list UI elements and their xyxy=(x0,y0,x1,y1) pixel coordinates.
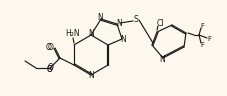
Text: N: N xyxy=(97,14,103,22)
Text: O: O xyxy=(46,43,52,51)
Text: F: F xyxy=(207,36,211,42)
Text: Cl: Cl xyxy=(156,19,164,27)
Text: O: O xyxy=(47,65,53,74)
Text: H₂N: H₂N xyxy=(66,29,80,38)
Text: N: N xyxy=(88,29,94,38)
Text: N: N xyxy=(116,19,122,29)
Text: N: N xyxy=(120,34,126,43)
Text: O: O xyxy=(48,63,54,72)
Text: F: F xyxy=(200,23,204,29)
Text: F: F xyxy=(200,42,204,48)
Text: N: N xyxy=(88,72,94,81)
Text: S: S xyxy=(134,15,138,24)
Text: N: N xyxy=(159,55,165,65)
Text: O: O xyxy=(47,65,53,74)
Text: O: O xyxy=(48,43,54,53)
